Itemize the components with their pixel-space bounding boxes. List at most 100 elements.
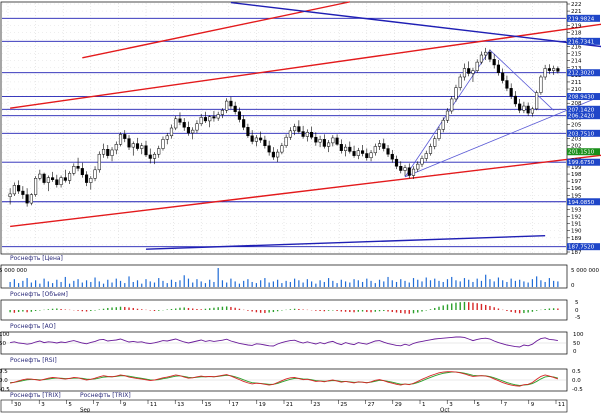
ao-bar <box>56 308 57 310</box>
x-axis-tick-label: 11 <box>558 402 565 408</box>
candle-body <box>264 140 267 146</box>
ao-bar <box>94 310 95 311</box>
volume-bar <box>341 280 342 287</box>
ao-bar <box>294 309 295 310</box>
x-axis-tick-label: 15 <box>204 402 211 408</box>
x-axis-tick-label: 25 <box>340 402 347 408</box>
x-axis-tick-label: 5 <box>476 402 480 408</box>
ao-bar <box>392 310 393 312</box>
ao-bar <box>336 310 337 311</box>
volume-bar <box>523 281 524 287</box>
candle-body <box>467 68 470 73</box>
volume-bar <box>205 283 206 287</box>
volume-bar <box>362 282 363 287</box>
ao-bar <box>82 310 83 311</box>
ao-bar <box>277 310 278 311</box>
volume-bar <box>184 275 185 287</box>
rsi-pane-label: Роснефть [RSI] <box>10 357 57 364</box>
candle-body <box>247 127 250 136</box>
price-y-tick-label: 197 <box>571 179 582 185</box>
candle-body <box>480 55 483 62</box>
x-axis-tick-label: 3 <box>449 402 453 408</box>
rsi-axis-label: 100 <box>573 332 584 338</box>
ao-bar <box>116 307 117 310</box>
price-tag-text: 208.9430 <box>568 95 595 101</box>
candle-body <box>476 62 479 71</box>
candle-body <box>26 195 29 204</box>
candle-body <box>361 151 364 154</box>
volume-bar <box>370 281 371 287</box>
x-axis-tick-label: 3 <box>41 402 45 408</box>
candle-body <box>506 81 509 89</box>
price-tag-text: 201.1510 <box>568 150 595 156</box>
ao-bar <box>430 309 431 310</box>
volume-bar <box>171 280 172 287</box>
volume-bar <box>90 282 91 287</box>
price-y-tick-label: 216 <box>571 45 582 51</box>
ao-bar <box>383 310 384 311</box>
ao-bar <box>35 310 36 311</box>
candle-body <box>387 149 390 155</box>
ao-bar <box>362 310 363 312</box>
price-y-tick-label: 214 <box>571 59 582 65</box>
volume-bar <box>99 281 100 287</box>
price-y-tick-label: 203 <box>571 137 582 143</box>
volume-bar <box>269 283 270 287</box>
price-y-tick-label: 198 <box>571 172 582 178</box>
candle-body <box>298 127 301 132</box>
candle-body <box>285 137 288 146</box>
volume-bar <box>60 282 61 287</box>
ao-bar <box>302 309 303 310</box>
volume-bar <box>286 281 287 287</box>
candle-body <box>535 93 538 109</box>
candle-body <box>302 132 305 137</box>
candle-body <box>242 119 245 127</box>
volume-axis-label: 5 000 000 <box>571 268 599 274</box>
volume-bar <box>549 278 550 287</box>
candle-body <box>416 164 419 169</box>
ao-bar <box>137 309 138 310</box>
volume-bar <box>281 283 282 287</box>
volume-bar <box>39 284 40 287</box>
ao-bar <box>319 310 320 311</box>
volume-bar <box>421 281 422 287</box>
ao-bar <box>400 310 401 313</box>
candle-body <box>438 129 441 138</box>
trix-axis-label: 0.5 <box>572 369 581 375</box>
volume-bar <box>120 281 121 287</box>
ao-bar <box>332 310 333 311</box>
volume-bar <box>247 279 248 287</box>
ao-bar <box>192 308 193 310</box>
candle-body <box>493 59 496 65</box>
candle-body <box>102 149 105 154</box>
ao-bar <box>290 309 291 310</box>
candle-body <box>106 149 109 155</box>
candle-body <box>259 138 262 140</box>
ao-bar <box>421 310 422 312</box>
volume-bar <box>162 281 163 287</box>
candle-body <box>204 117 207 121</box>
volume-bar <box>69 284 70 287</box>
volume-bar <box>201 281 202 287</box>
candle-body <box>518 104 521 110</box>
candle-body <box>217 115 220 119</box>
ao-bar <box>201 309 202 310</box>
volume-bar <box>290 282 291 287</box>
ao-bar <box>167 309 168 310</box>
candle-body <box>501 73 504 81</box>
ao-bar <box>133 308 134 310</box>
price-y-tick-label: 190 <box>571 229 582 235</box>
volume-bar <box>307 279 308 287</box>
ao-bar <box>519 310 520 313</box>
volume-bar <box>52 283 53 287</box>
ao-pane-label: Роснефть [AO] <box>10 323 56 330</box>
ao-bar <box>239 309 240 310</box>
candle-body <box>47 178 50 183</box>
candle-body <box>128 139 131 148</box>
volume-bar <box>366 279 367 287</box>
candle-body <box>123 134 126 138</box>
volume-bar <box>192 283 193 287</box>
ao-bar <box>426 310 427 311</box>
ao-bar <box>506 310 507 311</box>
candle-body <box>234 106 237 112</box>
